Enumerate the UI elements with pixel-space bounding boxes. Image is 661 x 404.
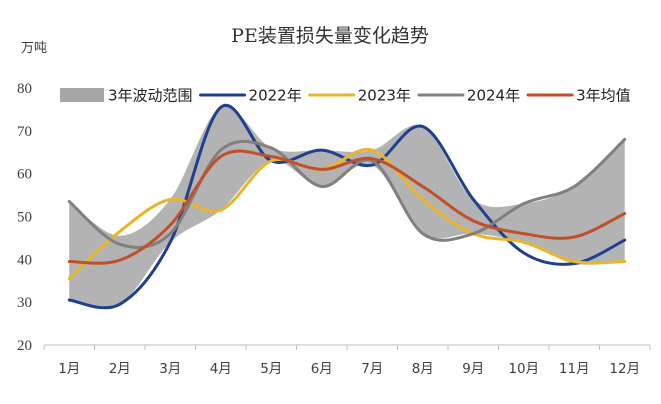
legend-label: 3年波动范围	[108, 87, 193, 105]
x-tick-label: 8月	[412, 361, 434, 377]
x-tick-label: 6月	[311, 361, 333, 377]
y-tick-label: 40	[17, 252, 32, 268]
legend-label: 2023年	[358, 87, 411, 105]
series-line-1	[67, 103, 627, 310]
x-axis: 1月 2月 3月 4月 5月 6月 7月 8月 9月 10月 11月 12月	[43, 344, 651, 377]
x-tick-label: 10月	[508, 361, 539, 377]
y-axis-unit-label: 万吨	[21, 41, 47, 56]
series-line-2	[67, 147, 627, 281]
y-tick-label: 20	[17, 338, 32, 354]
series-line-4	[67, 149, 627, 265]
range-band	[69, 106, 625, 308]
y-tick-label: 50	[17, 210, 32, 226]
y-tick-label: 30	[17, 295, 32, 311]
x-tick-label: 12月	[609, 361, 640, 377]
legend-label: 3年均值	[576, 87, 631, 105]
y-tick-label: 80	[17, 81, 32, 97]
legend: 3年波动范围 2022年 2023年 2024年 3年均值	[60, 87, 631, 105]
legend-swatch	[60, 88, 104, 102]
legend-label: 2022年	[249, 87, 302, 105]
x-tick-label: 7月	[361, 361, 383, 377]
y-tick-label: 70	[17, 124, 32, 140]
x-tick-label: 9月	[462, 361, 484, 377]
x-tick-label: 4月	[210, 361, 232, 377]
legend-label: 2024年	[467, 87, 520, 105]
series-lines-layer	[67, 103, 627, 310]
series-line-3	[67, 137, 627, 249]
y-tick-label: 60	[17, 167, 32, 183]
x-tick-label: 2月	[109, 361, 131, 377]
x-tick-label: 11月	[559, 361, 590, 377]
x-tick-label: 3月	[159, 361, 181, 377]
range-band-layer	[69, 106, 625, 308]
y-axis: 20 30 40 50 60 70 80	[17, 81, 32, 354]
x-tick-label: 5月	[260, 361, 282, 377]
x-tick-label: 1月	[58, 361, 80, 377]
chart-title: PE装置损失量变化趋势	[231, 25, 429, 47]
